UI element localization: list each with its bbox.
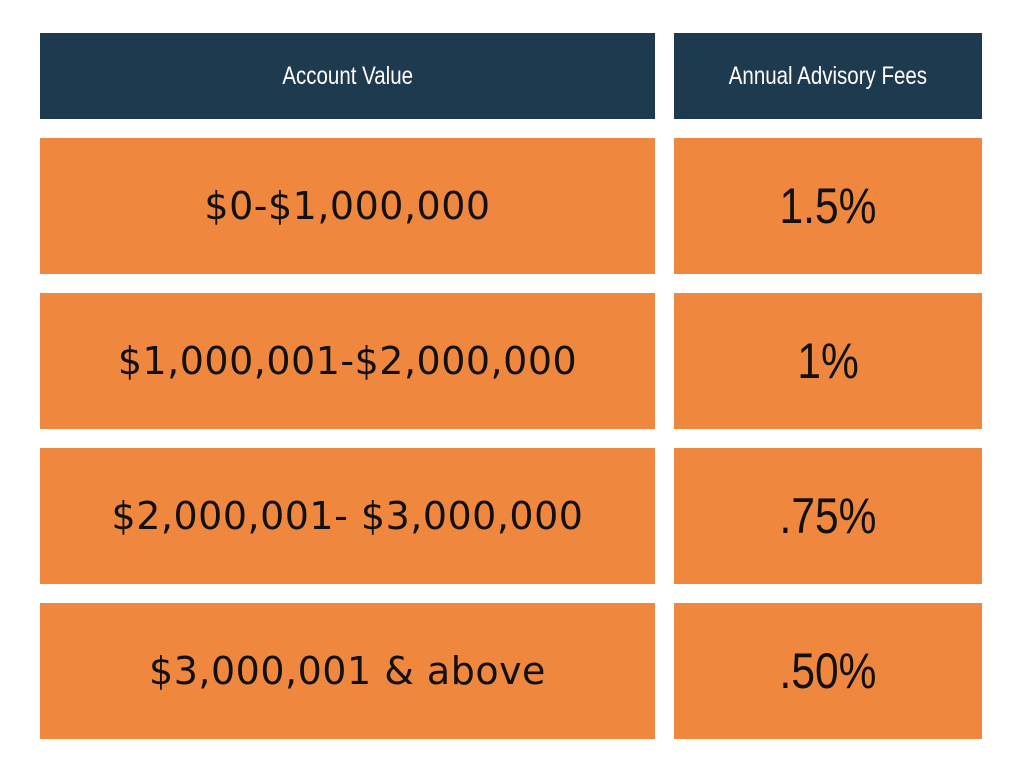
header-annual-advisory-fees: Annual Advisory Fees (674, 33, 982, 119)
row-1-account-value: $0-$1,000,000 (40, 138, 655, 274)
row-4-account-value-text: $3,000,001 & above (149, 649, 546, 693)
row-1-fee: 1.5% (674, 138, 982, 274)
row-4-fee: .50% (674, 603, 982, 739)
row-2-fee-text: 1% (797, 333, 859, 389)
row-3-fee: .75% (674, 448, 982, 584)
advisory-fee-table: Account Value Annual Advisory Fees $0-$1… (40, 33, 982, 739)
row-1-fee-text: 1.5% (779, 178, 877, 234)
row-3-account-value: $2,000,001- $3,000,000 (40, 448, 655, 584)
row-2-account-value: $1,000,001-$2,000,000 (40, 293, 655, 429)
row-4-account-value: $3,000,001 & above (40, 603, 655, 739)
row-4-fee-text: .50% (779, 643, 877, 699)
row-2-fee: 1% (674, 293, 982, 429)
row-1-account-value-text: $0-$1,000,000 (204, 184, 491, 228)
row-3-account-value-text: $2,000,001- $3,000,000 (111, 494, 584, 538)
row-2-account-value-text: $1,000,001-$2,000,000 (117, 339, 578, 383)
header-account-value-label: Account Value (282, 61, 413, 90)
row-3-fee-text: .75% (779, 488, 877, 544)
header-account-value: Account Value (40, 33, 655, 119)
header-annual-advisory-fees-label: Annual Advisory Fees (728, 61, 928, 90)
